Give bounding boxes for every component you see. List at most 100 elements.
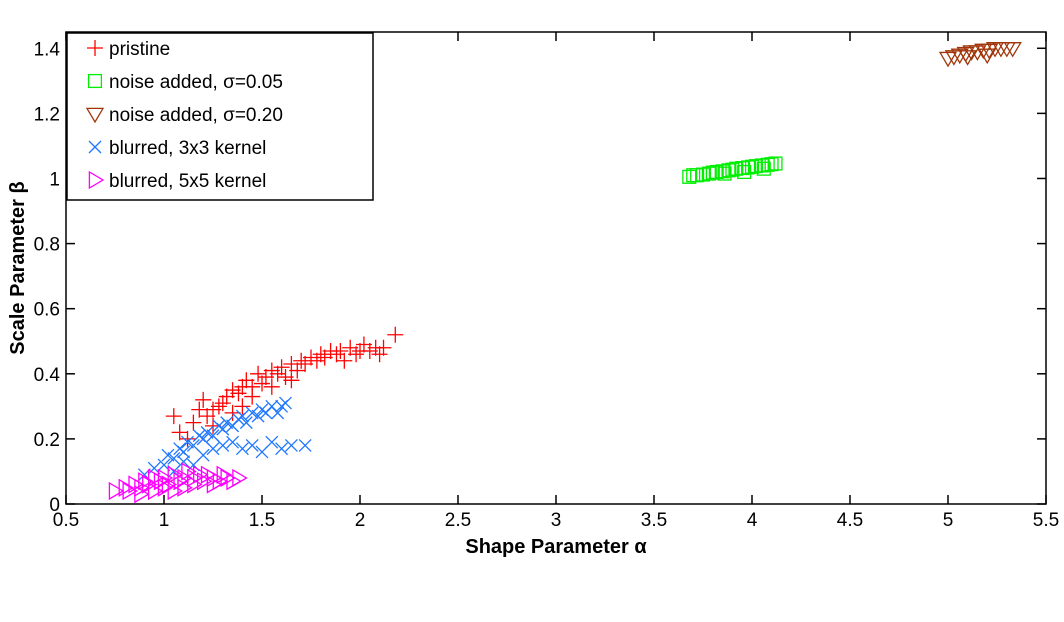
data-point bbox=[332, 343, 349, 360]
data-point bbox=[725, 162, 740, 177]
data-point bbox=[275, 442, 289, 456]
legend-label: noise added, σ=0.20 bbox=[109, 105, 283, 126]
series-3 bbox=[137, 396, 312, 482]
x-tick-label: 2.5 bbox=[445, 510, 471, 531]
data-point bbox=[167, 451, 181, 465]
series-2 bbox=[938, 42, 1022, 68]
y-tick-label: 1.2 bbox=[34, 104, 60, 125]
x-tick-label: 2 bbox=[355, 510, 366, 531]
data-point bbox=[245, 438, 259, 452]
data-point bbox=[173, 472, 189, 491]
data-point bbox=[157, 468, 174, 488]
data-point bbox=[950, 48, 969, 65]
data-point bbox=[245, 406, 259, 420]
x-tick-label: 5 bbox=[943, 510, 954, 531]
data-point bbox=[230, 385, 247, 402]
y-tick-label: 1.4 bbox=[34, 39, 61, 60]
data-point bbox=[161, 475, 178, 494]
legend-marker bbox=[87, 73, 103, 89]
data-point bbox=[328, 346, 345, 363]
data-point bbox=[938, 51, 958, 68]
x-tick-label: 1.5 bbox=[249, 510, 275, 531]
data-point bbox=[142, 475, 158, 494]
data-point bbox=[224, 404, 241, 421]
data-point bbox=[756, 161, 771, 176]
y-tick-label: 0.8 bbox=[34, 235, 60, 256]
data-point bbox=[165, 408, 182, 425]
data-point bbox=[118, 478, 135, 497]
data-point bbox=[721, 163, 736, 178]
x-tick-label: 1 bbox=[159, 510, 170, 531]
data-point bbox=[216, 465, 233, 484]
data-point bbox=[161, 448, 175, 462]
data-point bbox=[1003, 42, 1022, 58]
tick-layer: 0.5 1 1.5 2 2.5 3 3.5 4 4.5 5 5.5 0 0.2 0.4 0.6 0.8 1 1.2… bbox=[34, 32, 1059, 531]
data-point bbox=[138, 472, 154, 491]
series-4 bbox=[108, 462, 248, 504]
y-tick-label: 1 bbox=[49, 169, 60, 190]
y-tick-label: 0 bbox=[49, 495, 60, 516]
y-axis-label: Scale Parameter β bbox=[7, 181, 29, 354]
data-point bbox=[216, 422, 230, 436]
data-layer bbox=[108, 42, 1022, 504]
data-point bbox=[216, 438, 230, 452]
data-point bbox=[263, 378, 280, 395]
data-point bbox=[768, 156, 783, 171]
y-tick-label: 0.6 bbox=[34, 300, 60, 321]
data-point bbox=[232, 468, 248, 488]
data-point bbox=[171, 424, 188, 441]
data-point bbox=[244, 388, 261, 405]
legend-label: blurred, 5x5 kernel bbox=[109, 171, 266, 192]
legend: pristine noise added, σ=0.05 noise added, … bbox=[66, 32, 374, 201]
data-point bbox=[250, 365, 267, 382]
data-point bbox=[191, 401, 208, 418]
data-point bbox=[944, 50, 964, 66]
data-point bbox=[206, 442, 220, 456]
legend-label: blurred, 3x3 kernel bbox=[109, 138, 266, 159]
data-point bbox=[279, 396, 292, 410]
data-point bbox=[958, 50, 977, 66]
data-point bbox=[220, 416, 234, 430]
x-tick-label: 0.5 bbox=[53, 510, 79, 531]
data-point bbox=[226, 435, 240, 449]
data-point bbox=[177, 455, 191, 469]
data-point bbox=[283, 372, 300, 389]
data-point bbox=[122, 481, 139, 501]
data-point bbox=[196, 472, 213, 491]
data-point bbox=[187, 475, 203, 494]
data-point bbox=[177, 445, 191, 459]
data-point bbox=[348, 346, 365, 363]
data-point bbox=[235, 442, 249, 456]
x-axis-label: Shape Parameter α bbox=[465, 536, 647, 558]
data-point bbox=[371, 346, 388, 363]
data-point bbox=[273, 359, 290, 376]
data-point bbox=[293, 352, 310, 369]
data-point bbox=[269, 365, 286, 382]
data-point bbox=[717, 166, 732, 181]
data-point bbox=[764, 157, 779, 172]
data-point bbox=[744, 159, 760, 174]
data-point bbox=[308, 352, 325, 369]
legend-label: pristine bbox=[109, 39, 170, 60]
data-point bbox=[177, 478, 193, 497]
data-point bbox=[375, 339, 392, 356]
data-point bbox=[254, 375, 270, 392]
legend-box bbox=[66, 32, 374, 201]
data-point bbox=[193, 465, 209, 484]
legend-marker bbox=[88, 140, 102, 154]
data-point bbox=[265, 435, 279, 449]
data-point bbox=[153, 472, 170, 491]
data-point bbox=[234, 398, 251, 415]
data-point bbox=[177, 468, 193, 488]
data-point bbox=[214, 395, 231, 412]
data-point bbox=[195, 391, 212, 408]
data-point bbox=[167, 465, 184, 484]
y-tick-label: 0.4 bbox=[34, 365, 61, 386]
data-point bbox=[147, 481, 164, 501]
data-point bbox=[167, 481, 184, 501]
data-point bbox=[185, 414, 202, 431]
y-tick-label: 0.2 bbox=[34, 430, 60, 451]
data-point bbox=[181, 435, 194, 449]
x-tick-label: 4 bbox=[747, 510, 758, 531]
